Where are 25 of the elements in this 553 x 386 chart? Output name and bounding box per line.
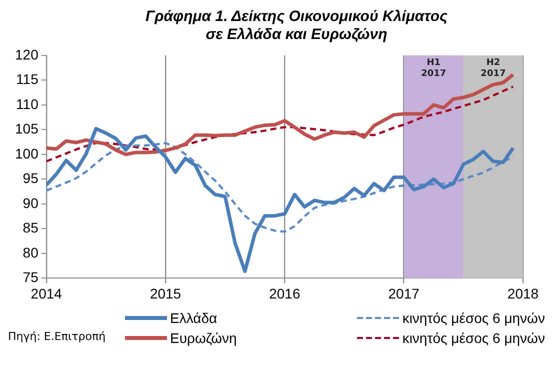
band-label: H1 2017	[421, 58, 446, 80]
legend-label: κινητός μέσος 6 μηνών	[402, 330, 545, 346]
y-tick-label: 95	[22, 170, 39, 186]
y-tick-label: 80	[22, 244, 39, 260]
x-tick-label: 2015	[150, 285, 182, 302]
x-tick-label: 2018	[507, 285, 539, 302]
chart-title: Γράφημα 1. Δείκτης Οικονομικού Κλίματος σε Ελλάδα και Ευρωζώνη	[144, 8, 448, 44]
y-tick-label: 100	[15, 145, 39, 162]
x-tick-label: 2016	[269, 285, 300, 302]
text: Πηγή: Ε.Επιτροπή	[8, 330, 107, 343]
y-tick-label: 120	[15, 46, 39, 62]
x-tick-label: 2014	[30, 285, 62, 302]
x-tick-label: 2017	[388, 285, 420, 302]
line-series	[46, 142, 514, 233]
legend-label: Ευρωζώνη	[170, 330, 237, 346]
y-tick-label: 85	[22, 220, 39, 236]
y-tick-label: 75	[22, 269, 39, 286]
line-series	[46, 85, 514, 162]
y-tick-label: 110	[16, 96, 39, 112]
y-tick-label: 105	[15, 120, 39, 137]
y-tick-label: 90	[22, 194, 39, 211]
legend-label: κινητός μέσος 6 μηνών	[402, 310, 545, 326]
y-tick-label: 115	[16, 71, 39, 88]
legend-label: Ελλάδα	[170, 310, 218, 326]
band-label: H2 2017	[480, 58, 506, 80]
